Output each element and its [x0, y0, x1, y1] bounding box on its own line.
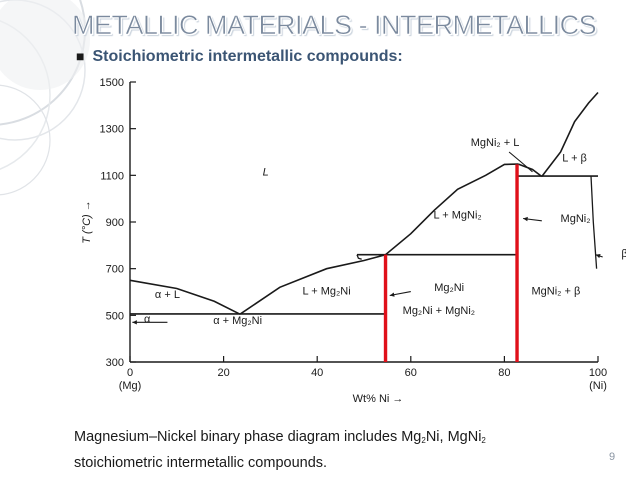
bullet-icon: ■: [76, 48, 85, 64]
region-liquid: L: [263, 166, 269, 178]
y-tick-label-1500: 1500: [100, 77, 124, 89]
x-tick-label-100: 100: [589, 367, 607, 379]
region-liquid-plus-mgni2: L + MgNi₂: [434, 210, 482, 222]
arrow-label-mg2ni-arrow: Mg₂Ni: [434, 282, 464, 294]
caption-sub-1: 2: [421, 436, 426, 445]
caption-text-1: Magnesium–Nickel binary phase diagram in…: [74, 429, 422, 445]
x-tick-label-40: 40: [311, 367, 323, 379]
region-liquid-plus-mg2ni: L + Mg₂Ni: [302, 285, 350, 297]
mg2ni-arrow-head: [389, 292, 395, 297]
region-liquid-plus-beta: L + β: [562, 152, 587, 164]
phase-diagram: 300 500 700 900 1100 1300 1500 0 20 40 60 80 100 (Mg)…: [81, 77, 626, 405]
bullet-heading: ■ Stoichiometric intermetallic compounds:: [76, 48, 403, 66]
region-alpha-plus-liquid: α + L: [155, 289, 180, 301]
region-mg2ni-plus-mgni2: Mg₂Ni + MgNi₂: [403, 305, 475, 317]
ni-solid-solution: [590, 175, 598, 269]
region-mgni2-plus-liquid-top: MgNi₂ + L: [471, 137, 520, 149]
slide-title: METALLIC MATERIALS - INTERMETALLICS: [72, 10, 597, 41]
arrow-label-mgni2-arrow: MgNi₂: [561, 213, 591, 225]
x-tick-label-0: 0: [127, 367, 133, 379]
y-tick-label-300: 300: [106, 357, 124, 369]
x-end-label-right: (Ni): [589, 380, 607, 392]
ni-side-liquidus: [541, 91, 599, 177]
x-end-label-left: (Mg): [119, 380, 142, 392]
mgni2-right-liquidus: [518, 163, 543, 178]
bullet-text: Stoichiometric intermetallic compounds:: [92, 48, 403, 65]
x-tick-label-80: 80: [498, 367, 510, 379]
mg2ni-left-solidus: [356, 254, 362, 260]
beta-arrow-head: [595, 254, 601, 259]
region-alpha-plus-mg2ni: α + Mg₂Ni: [213, 315, 262, 327]
arrow-label-beta-arrow: β: [621, 248, 626, 260]
mgni2-plus-l-pointer: [508, 151, 533, 173]
y-tick-label-900: 900: [106, 217, 124, 229]
y-tick-label-1300: 1300: [100, 124, 124, 136]
mgni2-arrow-head: [523, 216, 528, 222]
mg-side-liquidus: [129, 279, 241, 315]
caption-sub-2: 2: [481, 436, 486, 445]
x-axis-label: Wt% Ni →: [353, 393, 404, 405]
region-mgni2-plus-beta: MgNi₂ + β: [531, 285, 580, 297]
x-tick-label-20: 20: [217, 367, 229, 379]
y-tick-label-700: 700: [106, 264, 124, 276]
caption: Magnesium–Nickel binary phase diagram in…: [74, 426, 614, 474]
caption-text-2: Ni, MgNi: [425, 429, 482, 445]
x-tick-label-60: 60: [405, 367, 417, 379]
page-number: 9: [609, 451, 616, 463]
mg2ni-mgni2-liquidus: [384, 163, 519, 256]
caption-text-3: stoichiometric intermetallic compounds.: [74, 455, 328, 471]
y-tick-label-500: 500: [106, 310, 124, 322]
y-axis-label: T (°C) →: [81, 200, 93, 244]
arrow-label-alpha-arrow: α: [144, 313, 151, 325]
alpha-arrow-head: [132, 320, 137, 325]
y-tick-label-1100: 1100: [100, 170, 124, 182]
mg2ni-left-liquidus: [239, 253, 386, 315]
